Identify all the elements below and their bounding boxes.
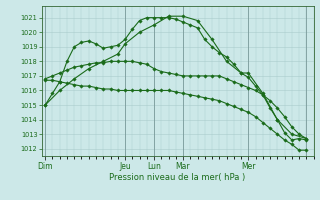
X-axis label: Pression niveau de la mer( hPa ): Pression niveau de la mer( hPa ) [109, 173, 246, 182]
